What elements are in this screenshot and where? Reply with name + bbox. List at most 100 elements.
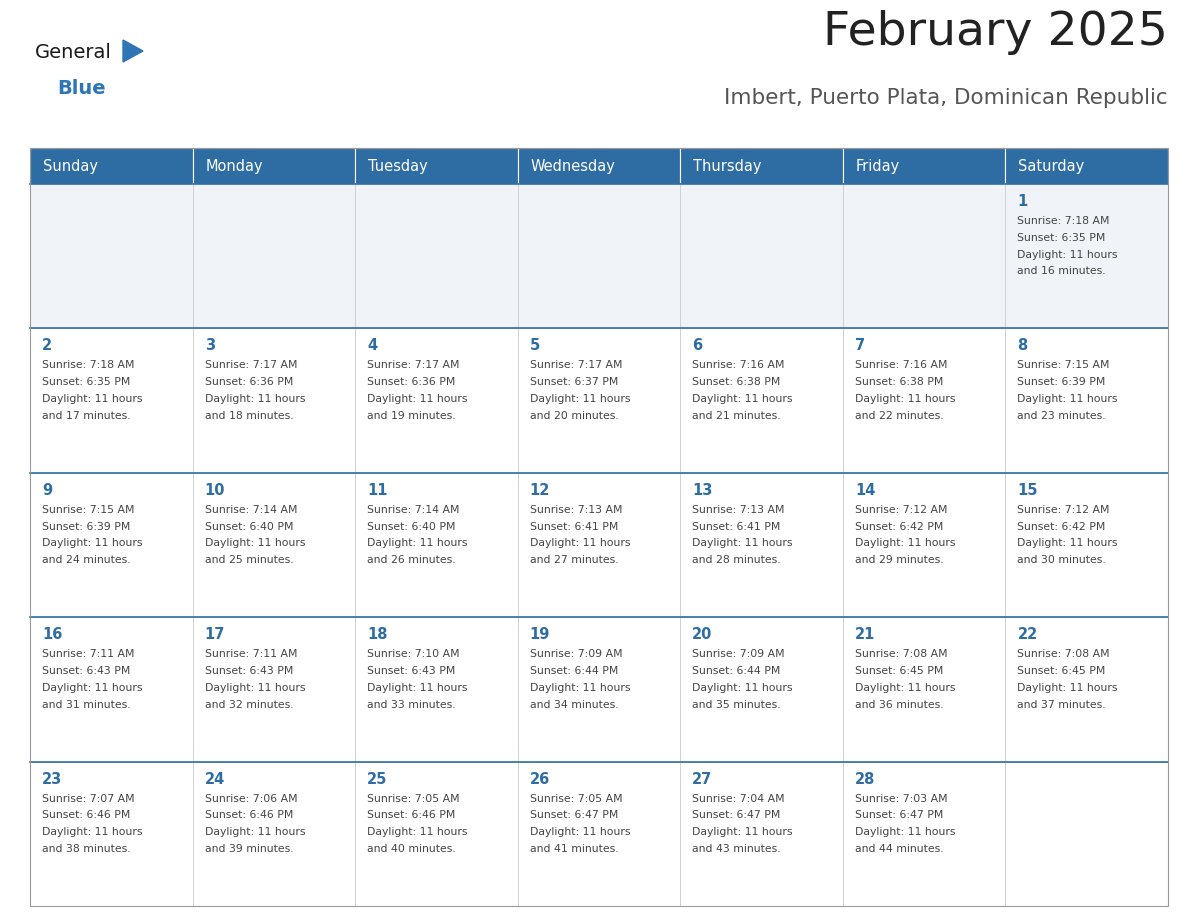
Text: 28: 28 xyxy=(855,772,876,787)
Text: 12: 12 xyxy=(530,483,550,498)
Text: Daylight: 11 hours: Daylight: 11 hours xyxy=(693,683,792,693)
Text: 20: 20 xyxy=(693,627,713,643)
Bar xyxy=(355,473,518,617)
Bar xyxy=(30,762,192,906)
Text: Daylight: 11 hours: Daylight: 11 hours xyxy=(367,827,468,837)
Text: Daylight: 11 hours: Daylight: 11 hours xyxy=(204,683,305,693)
Text: 15: 15 xyxy=(1017,483,1038,498)
Text: Daylight: 11 hours: Daylight: 11 hours xyxy=(42,683,143,693)
Text: 22: 22 xyxy=(1017,627,1037,643)
Text: Daylight: 11 hours: Daylight: 11 hours xyxy=(530,538,630,548)
Text: Sunset: 6:36 PM: Sunset: 6:36 PM xyxy=(367,377,455,387)
Text: and 20 minutes.: and 20 minutes. xyxy=(530,410,619,420)
Text: Sunset: 6:41 PM: Sunset: 6:41 PM xyxy=(530,521,618,532)
Text: 1: 1 xyxy=(1017,194,1028,209)
Text: 21: 21 xyxy=(855,627,876,643)
Text: and 44 minutes.: and 44 minutes. xyxy=(855,844,943,854)
Text: Sunset: 6:41 PM: Sunset: 6:41 PM xyxy=(693,521,781,532)
Text: Sunset: 6:42 PM: Sunset: 6:42 PM xyxy=(855,521,943,532)
Bar xyxy=(30,184,192,329)
Text: and 28 minutes.: and 28 minutes. xyxy=(693,555,781,565)
Bar xyxy=(1005,184,1168,329)
Text: Sunrise: 7:14 AM: Sunrise: 7:14 AM xyxy=(367,505,460,515)
Text: Daylight: 11 hours: Daylight: 11 hours xyxy=(367,538,468,548)
Bar xyxy=(1005,762,1168,906)
Text: Daylight: 11 hours: Daylight: 11 hours xyxy=(530,683,630,693)
Text: Sunrise: 7:17 AM: Sunrise: 7:17 AM xyxy=(204,361,297,370)
Bar xyxy=(842,473,1005,617)
Bar xyxy=(842,617,1005,762)
Bar xyxy=(355,148,518,184)
Bar xyxy=(842,148,1005,184)
Text: Sunset: 6:44 PM: Sunset: 6:44 PM xyxy=(693,666,781,676)
Text: Imbert, Puerto Plata, Dominican Republic: Imbert, Puerto Plata, Dominican Republic xyxy=(725,88,1168,108)
Bar xyxy=(355,762,518,906)
Text: Sunrise: 7:05 AM: Sunrise: 7:05 AM xyxy=(367,793,460,803)
Bar xyxy=(681,148,842,184)
Bar xyxy=(681,473,842,617)
Text: Daylight: 11 hours: Daylight: 11 hours xyxy=(855,683,955,693)
Text: 7: 7 xyxy=(855,339,865,353)
Text: Daylight: 11 hours: Daylight: 11 hours xyxy=(530,394,630,404)
Text: Sunset: 6:42 PM: Sunset: 6:42 PM xyxy=(1017,521,1106,532)
Text: Sunset: 6:44 PM: Sunset: 6:44 PM xyxy=(530,666,618,676)
Text: 14: 14 xyxy=(855,483,876,498)
Text: Sunset: 6:46 PM: Sunset: 6:46 PM xyxy=(42,811,131,821)
Text: Wednesday: Wednesday xyxy=(531,159,615,174)
Text: Sunrise: 7:12 AM: Sunrise: 7:12 AM xyxy=(1017,505,1110,515)
Text: Daylight: 11 hours: Daylight: 11 hours xyxy=(204,394,305,404)
Bar xyxy=(1005,148,1168,184)
Text: 11: 11 xyxy=(367,483,387,498)
Text: Monday: Monday xyxy=(206,159,264,174)
Text: 9: 9 xyxy=(42,483,52,498)
Text: Saturday: Saturday xyxy=(1018,159,1085,174)
Text: Daylight: 11 hours: Daylight: 11 hours xyxy=(367,683,468,693)
Text: 18: 18 xyxy=(367,627,387,643)
Text: Sunset: 6:47 PM: Sunset: 6:47 PM xyxy=(693,811,781,821)
Text: Daylight: 11 hours: Daylight: 11 hours xyxy=(1017,394,1118,404)
Text: and 41 minutes.: and 41 minutes. xyxy=(530,844,618,854)
Text: Daylight: 11 hours: Daylight: 11 hours xyxy=(530,827,630,837)
Text: Sunrise: 7:08 AM: Sunrise: 7:08 AM xyxy=(855,649,948,659)
Text: and 21 minutes.: and 21 minutes. xyxy=(693,410,781,420)
Text: and 30 minutes.: and 30 minutes. xyxy=(1017,555,1106,565)
Text: Friday: Friday xyxy=(855,159,901,174)
Bar xyxy=(192,762,355,906)
Text: Daylight: 11 hours: Daylight: 11 hours xyxy=(204,827,305,837)
Text: Sunset: 6:43 PM: Sunset: 6:43 PM xyxy=(204,666,293,676)
Text: Sunrise: 7:05 AM: Sunrise: 7:05 AM xyxy=(530,793,623,803)
Text: Sunrise: 7:12 AM: Sunrise: 7:12 AM xyxy=(855,505,947,515)
Text: Daylight: 11 hours: Daylight: 11 hours xyxy=(693,827,792,837)
Text: 3: 3 xyxy=(204,339,215,353)
Text: Daylight: 11 hours: Daylight: 11 hours xyxy=(1017,538,1118,548)
Text: and 38 minutes.: and 38 minutes. xyxy=(42,844,131,854)
Bar xyxy=(192,473,355,617)
Text: February 2025: February 2025 xyxy=(823,10,1168,55)
Text: Sunrise: 7:03 AM: Sunrise: 7:03 AM xyxy=(855,793,948,803)
Text: Sunrise: 7:16 AM: Sunrise: 7:16 AM xyxy=(855,361,947,370)
Text: 25: 25 xyxy=(367,772,387,787)
Bar xyxy=(192,617,355,762)
Text: and 22 minutes.: and 22 minutes. xyxy=(855,410,943,420)
Text: Sunset: 6:45 PM: Sunset: 6:45 PM xyxy=(855,666,943,676)
Text: and 33 minutes.: and 33 minutes. xyxy=(367,700,456,710)
Text: and 26 minutes.: and 26 minutes. xyxy=(367,555,456,565)
Text: Daylight: 11 hours: Daylight: 11 hours xyxy=(42,394,143,404)
Text: and 27 minutes.: and 27 minutes. xyxy=(530,555,618,565)
Text: Sunset: 6:35 PM: Sunset: 6:35 PM xyxy=(42,377,131,387)
Bar xyxy=(681,184,842,329)
Text: and 19 minutes.: and 19 minutes. xyxy=(367,410,456,420)
Text: Sunset: 6:46 PM: Sunset: 6:46 PM xyxy=(204,811,293,821)
Text: and 31 minutes.: and 31 minutes. xyxy=(42,700,131,710)
Text: and 32 minutes.: and 32 minutes. xyxy=(204,700,293,710)
Text: and 37 minutes.: and 37 minutes. xyxy=(1017,700,1106,710)
Text: 16: 16 xyxy=(42,627,63,643)
Bar xyxy=(192,329,355,473)
Text: 4: 4 xyxy=(367,339,378,353)
Text: Sunrise: 7:15 AM: Sunrise: 7:15 AM xyxy=(42,505,134,515)
Text: General: General xyxy=(34,43,112,62)
Text: Sunrise: 7:15 AM: Sunrise: 7:15 AM xyxy=(1017,361,1110,370)
Bar xyxy=(681,762,842,906)
Text: Sunset: 6:45 PM: Sunset: 6:45 PM xyxy=(1017,666,1106,676)
Text: 24: 24 xyxy=(204,772,225,787)
